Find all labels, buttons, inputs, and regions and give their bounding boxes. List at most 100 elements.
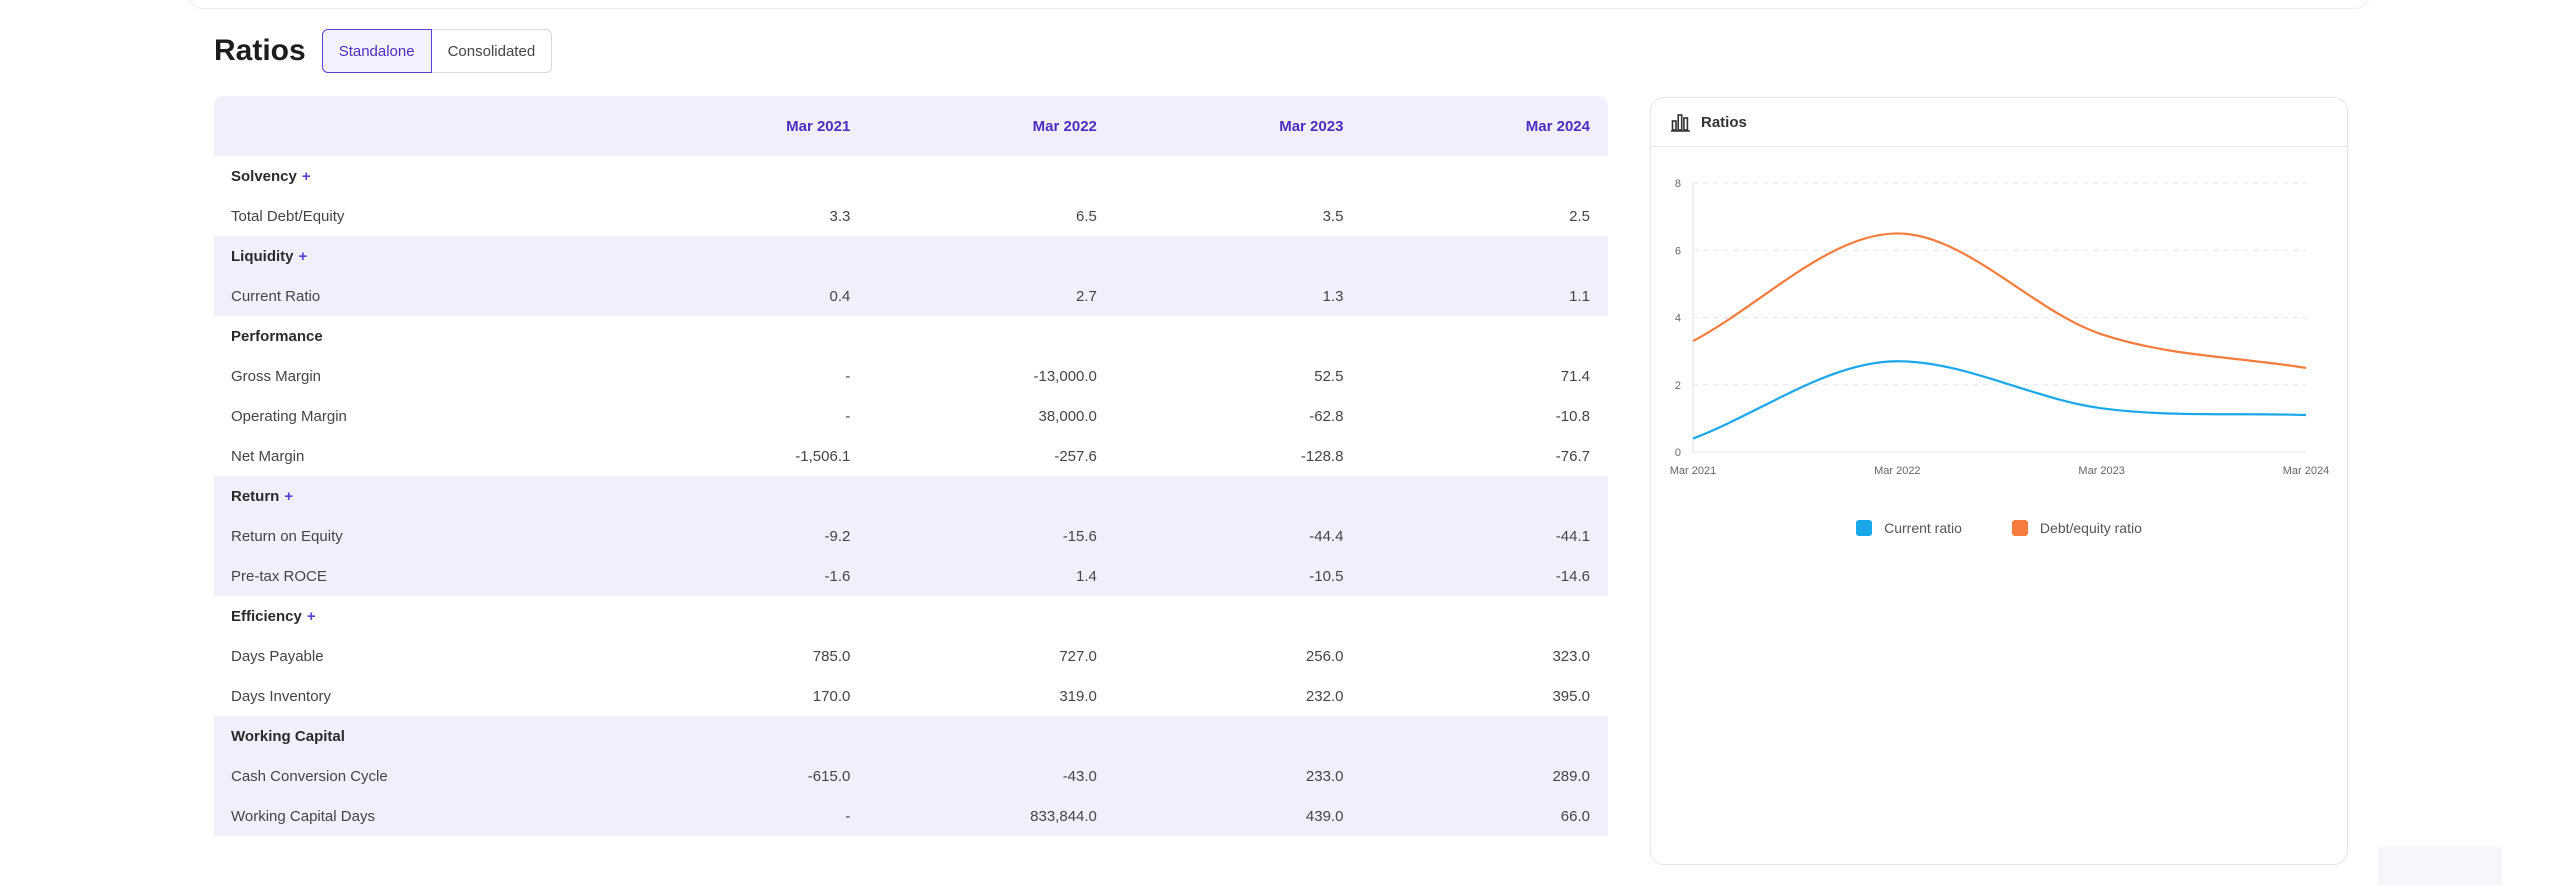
x-tick-label: Mar 2022 (1874, 465, 1920, 477)
section-name: Performance (231, 327, 323, 345)
chart-card-title: Ratios (1701, 113, 1747, 131)
legend-item[interactable]: Current ratio (1856, 520, 1962, 536)
table-row: Cash Conversion Cycle -615.0 -43.0 233.0 289… (214, 756, 1608, 796)
table-cell: -615.0 (807, 767, 851, 785)
chart-card-header: Ratios (1651, 98, 2347, 147)
standalone-tab[interactable]: Standalone (321, 29, 432, 73)
table-cell: -1.6 (824, 567, 851, 585)
table-cell: -44.4 (1309, 527, 1344, 545)
table-cell: -43.0 (1062, 767, 1097, 785)
expand-plus-icon[interactable]: + (306, 607, 316, 625)
table-cell: 232.0 (1305, 687, 1344, 705)
table-cell: 2.5 (1569, 207, 1590, 225)
table-row: Working Capital Days - 833,844.0 439.0 66.0 (214, 796, 1608, 836)
row-label: Days Payable (231, 647, 324, 665)
row-label: Days Inventory (231, 687, 332, 705)
legend-swatch (2011, 520, 2028, 536)
row-label: Operating Margin (231, 407, 347, 425)
table-cell: 833,844.0 (1030, 807, 1097, 825)
series-line (1692, 232, 2307, 370)
legend-label: Debt/equity ratio (2039, 520, 2142, 536)
consolidated-tab[interactable]: Consolidated (431, 29, 553, 73)
ratios-line-chart: 0 2 4 6 8 Mar 2021 Mar 2022 Mar 2023 Mar 2024 (1670, 178, 2329, 477)
column-header: Mar 2023 (1279, 117, 1344, 135)
row-label: Pre-tax ROCE (231, 567, 327, 585)
section-row: Performance (214, 316, 1608, 356)
ratios-header: Ratios Standalone Consolidated (214, 28, 553, 74)
section-row[interactable]: Solvency + (214, 156, 1608, 196)
y-tick-label: 6 (1675, 245, 1681, 257)
section-row[interactable]: Efficiency + (214, 596, 1608, 636)
table-row: Days Inventory 170.0 319.0 232.0 395.0 (214, 676, 1608, 716)
table-cell: -14.6 (1555, 567, 1590, 585)
table-cell: -9.2 (824, 527, 851, 545)
row-label: Total Debt/Equity (231, 207, 345, 225)
x-tick-label: Mar 2024 (2283, 465, 2329, 477)
view-toggle: Standalone Consolidated (321, 29, 553, 73)
table-cell: 3.3 (829, 207, 851, 225)
section-name: Working Capital (231, 727, 345, 745)
ratios-table-container: Mar 2021 Mar 2022 Mar 2023 Mar 2024 Solv… (214, 96, 1608, 862)
row-label: Current Ratio (231, 287, 321, 305)
row-label: Net Margin (231, 447, 305, 465)
legend-label: Current ratio (1884, 520, 1962, 536)
table-cell: 395.0 (1552, 687, 1590, 705)
section-title: Performance (214, 316, 1608, 356)
table-cell: -128.8 (1300, 447, 1344, 465)
table-row: Pre-tax ROCE -1.6 1.4 -10.5 -14.6 (214, 556, 1608, 596)
ratios-chart-card: Ratios 0 2 4 6 8 Mar 2021 Mar 2022 Mar 2023 Mar … (1650, 97, 2348, 865)
header-empty-cell (214, 96, 622, 156)
section-row[interactable]: Return + (214, 476, 1608, 516)
table-cell: 727.0 (1059, 647, 1097, 665)
page-container-edge (188, 0, 2370, 9)
table-cell: 256.0 (1305, 647, 1344, 665)
series-line (1692, 360, 2307, 440)
section-name: Solvency (231, 167, 297, 185)
column-header: Mar 2024 (1525, 117, 1590, 135)
table-cell: -10.5 (1309, 567, 1344, 585)
section-row[interactable]: Liquidity + (214, 236, 1608, 276)
row-label: Working Capital Days (231, 807, 375, 825)
table-cell: 1.3 (1322, 287, 1344, 305)
expand-plus-icon[interactable]: + (301, 167, 311, 185)
table-cell: 38,000.0 (1038, 407, 1097, 425)
table-cell: 439.0 (1305, 807, 1344, 825)
column-header: Mar 2021 (786, 117, 851, 135)
table-cell: 233.0 (1305, 767, 1344, 785)
table-cell: 785.0 (812, 647, 851, 665)
bar-chart-icon (1671, 114, 1690, 132)
table-row: Days Payable 785.0 727.0 256.0 323.0 (214, 636, 1608, 676)
chart-legend: Current ratio Debt/equity ratio (1651, 520, 2347, 536)
table-cell: - (845, 407, 851, 425)
table-row: Return on Equity -9.2 -15.6 -44.4 -44.1 (214, 516, 1608, 556)
x-tick-label: Mar 2021 (1670, 465, 1716, 477)
legend-item[interactable]: Debt/equity ratio (2011, 520, 2142, 536)
table-cell: - (845, 367, 851, 385)
table-cell: -76.7 (1555, 447, 1590, 465)
legend-swatch (1856, 520, 1873, 536)
page-title: Ratios (214, 34, 306, 67)
table-cell: 3.5 (1322, 207, 1344, 225)
table-cell: 1.1 (1569, 287, 1590, 305)
table-header-row: Mar 2021 Mar 2022 Mar 2023 Mar 2024 (214, 96, 1608, 156)
y-tick-label: 4 (1675, 313, 1681, 325)
table-cell: 71.4 (1560, 367, 1590, 385)
section-title: Liquidity + (214, 236, 1608, 276)
y-tick-label: 0 (1675, 447, 1681, 459)
table-cell: 289.0 (1552, 767, 1590, 785)
table-cell: -13,000.0 (1033, 367, 1097, 385)
table-cell: 0.4 (829, 287, 851, 305)
table-cell: 52.5 (1314, 367, 1344, 385)
table-cell: 2.7 (1076, 287, 1097, 305)
ratios-table: Mar 2021 Mar 2022 Mar 2023 Mar 2024 Solv… (214, 96, 1608, 836)
table-cell: 1.4 (1076, 567, 1097, 585)
expand-plus-icon[interactable]: + (284, 487, 294, 505)
table-cell: -257.6 (1054, 447, 1097, 465)
column-header: Mar 2022 (1032, 117, 1097, 135)
table-row: Current Ratio 0.4 2.7 1.3 1.1 (214, 276, 1608, 316)
section-name: Liquidity (231, 247, 294, 265)
table-row: Net Margin -1,506.1 -257.6 -128.8 -76.7 (214, 436, 1608, 476)
expand-plus-icon[interactable]: + (298, 247, 308, 265)
section-title: Working Capital (214, 716, 1608, 756)
table-cell: 323.0 (1552, 647, 1590, 665)
